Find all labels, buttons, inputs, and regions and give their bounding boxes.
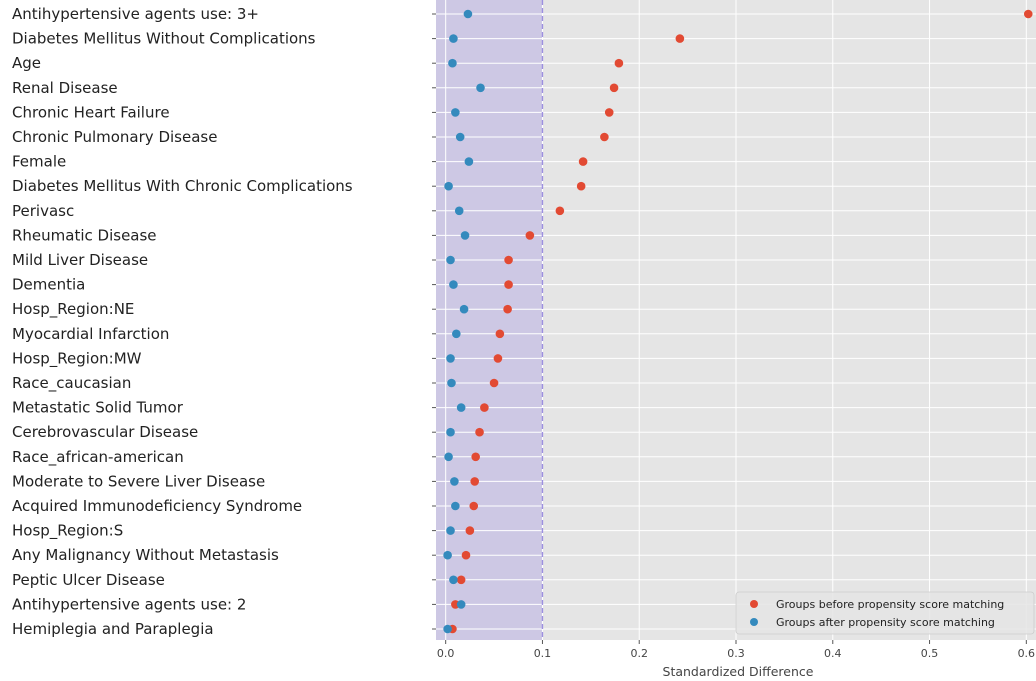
category-label: Race_african-american bbox=[12, 448, 184, 467]
point-after-matching bbox=[443, 550, 452, 560]
point-after-matching bbox=[449, 575, 458, 585]
point-before-matching bbox=[469, 501, 479, 511]
point-after-matching bbox=[451, 501, 460, 511]
point-before-matching bbox=[489, 378, 499, 388]
category-label: Acquired Immunodeficiency Syndrome bbox=[12, 497, 302, 515]
legend-label: Groups after propensity score matching bbox=[776, 616, 995, 629]
point-after-matching bbox=[446, 526, 455, 535]
category-label: Hemiplegia and Paraplegia bbox=[12, 620, 214, 638]
x-tick-label: 0.3 bbox=[727, 647, 745, 660]
legend-marker bbox=[750, 618, 758, 626]
x-axis: 0.0 0.1 0.2 0.3 0.4 0.5 0.6 bbox=[437, 640, 1035, 660]
point-after-matching bbox=[447, 378, 456, 388]
category-label: Dementia bbox=[12, 276, 85, 294]
point-before-matching bbox=[578, 157, 588, 166]
point-after-matching bbox=[450, 477, 459, 486]
point-after-matching bbox=[463, 9, 473, 19]
plot-area bbox=[436, 0, 1036, 640]
point-before-matching bbox=[675, 34, 685, 43]
category-label: Diabetes Mellitus Without Complications bbox=[12, 30, 316, 48]
x-tick-label: 0.0 bbox=[437, 647, 455, 660]
category-label: Chronic Heart Failure bbox=[12, 103, 170, 121]
point-before-matching bbox=[493, 354, 503, 363]
point-before-matching bbox=[609, 83, 619, 93]
point-after-matching bbox=[444, 181, 453, 191]
point-before-matching bbox=[504, 280, 513, 289]
x-tick-label: 0.4 bbox=[824, 647, 842, 660]
point-before-matching bbox=[461, 550, 471, 560]
legend-marker bbox=[750, 600, 758, 608]
x-tick-label: 0.5 bbox=[921, 647, 939, 660]
point-before-matching bbox=[525, 231, 535, 240]
category-label: Peptic Ulcer Disease bbox=[12, 571, 165, 589]
point-after-matching bbox=[449, 34, 458, 43]
x-axis-title: Standardized Difference bbox=[663, 664, 814, 679]
point-before-matching bbox=[471, 452, 480, 462]
category-label: Metastatic Solid Tumor bbox=[12, 399, 184, 417]
category-label: Female bbox=[12, 153, 66, 171]
x-tick-label: 0.1 bbox=[534, 647, 552, 660]
point-after-matching bbox=[454, 206, 464, 216]
point-after-matching bbox=[476, 83, 485, 93]
point-before-matching bbox=[495, 329, 505, 339]
point-after-matching bbox=[456, 403, 466, 412]
point-after-matching bbox=[456, 600, 466, 609]
point-after-matching bbox=[443, 624, 452, 634]
point-before-matching bbox=[465, 526, 475, 535]
category-label: Antihypertensive agents use: 2 bbox=[12, 595, 246, 613]
point-after-matching bbox=[449, 280, 458, 289]
category-label: Antihypertensive agents use: 3+ bbox=[12, 5, 259, 23]
category-label: Mild Liver Disease bbox=[12, 251, 148, 269]
category-label: Myocardial Infarction bbox=[12, 325, 169, 343]
category-label: Hosp_Region:MW bbox=[12, 349, 142, 368]
point-before-matching bbox=[456, 575, 466, 585]
category-label: Moderate to Severe Liver Disease bbox=[12, 472, 265, 490]
point-before-matching bbox=[504, 255, 513, 265]
threshold-shaded-region bbox=[436, 0, 543, 640]
category-label: Hosp_Region:S bbox=[12, 522, 123, 541]
category-label: Rheumatic Disease bbox=[12, 226, 157, 244]
x-tick-label: 0.6 bbox=[1018, 647, 1036, 660]
point-before-matching bbox=[555, 206, 565, 216]
point-after-matching bbox=[464, 157, 474, 166]
point-after-matching bbox=[444, 452, 453, 462]
category-label: Perivasc bbox=[12, 202, 74, 220]
point-after-matching bbox=[446, 255, 455, 265]
category-labels: Antihypertensive agents use: 3+ Diabetes … bbox=[12, 5, 436, 638]
point-after-matching bbox=[460, 231, 470, 240]
x-tick-label: 0.2 bbox=[630, 647, 648, 660]
point-after-matching bbox=[448, 58, 457, 68]
point-before-matching bbox=[576, 181, 586, 191]
point-after-matching bbox=[451, 108, 460, 117]
category-label: Renal Disease bbox=[12, 79, 118, 97]
point-after-matching bbox=[446, 427, 455, 437]
point-before-matching bbox=[614, 58, 624, 68]
category-label: Any Malignancy Without Metastasis bbox=[12, 546, 279, 564]
point-after-matching bbox=[452, 329, 461, 339]
legend-label: Groups before propensity score matching bbox=[776, 598, 1004, 611]
category-label: Age bbox=[12, 54, 41, 72]
point-before-matching bbox=[604, 108, 614, 117]
point-after-matching bbox=[455, 132, 465, 142]
point-before-matching bbox=[470, 477, 480, 486]
legend: Groups before propensity score matching G… bbox=[735, 591, 1035, 635]
legend-box bbox=[735, 591, 1035, 635]
point-before-matching bbox=[1023, 9, 1033, 19]
point-before-matching bbox=[475, 427, 484, 437]
point-after-matching bbox=[459, 304, 469, 314]
point-before-matching bbox=[480, 403, 489, 412]
category-label: Diabetes Mellitus With Chronic Complicat… bbox=[12, 177, 353, 195]
point-after-matching bbox=[446, 354, 455, 363]
point-before-matching bbox=[600, 132, 609, 142]
category-label: Hosp_Region:NE bbox=[12, 300, 134, 319]
point-before-matching bbox=[503, 304, 512, 314]
category-label: Cerebrovascular Disease bbox=[12, 423, 198, 441]
category-label: Chronic Pulmonary Disease bbox=[12, 128, 217, 146]
category-label: Race_caucasian bbox=[12, 374, 131, 393]
